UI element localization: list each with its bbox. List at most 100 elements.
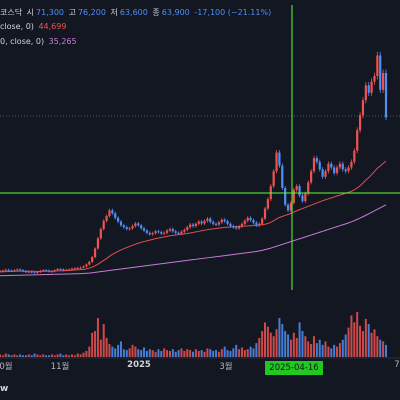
volume-bar xyxy=(327,346,330,357)
volume-bar xyxy=(134,346,137,357)
candle-body xyxy=(151,233,154,235)
candle-body xyxy=(229,223,232,227)
volume-bar xyxy=(370,332,373,357)
candle-body xyxy=(21,270,25,272)
volume-bar xyxy=(226,350,229,357)
high-value: 76,200 xyxy=(77,8,106,17)
candle-body xyxy=(33,272,36,274)
candle-body xyxy=(137,223,140,226)
candle-body xyxy=(252,220,255,223)
volume-bar xyxy=(359,325,362,357)
candle-body xyxy=(307,182,310,194)
volume-bar xyxy=(252,348,255,357)
candle-body xyxy=(102,220,105,230)
candle-body xyxy=(350,161,353,168)
volume-bar xyxy=(39,355,42,357)
candle-body xyxy=(335,167,339,174)
volume-bar xyxy=(229,350,232,357)
moving-average-lines xyxy=(0,160,387,277)
candle-body xyxy=(341,163,344,170)
volume-bar xyxy=(189,350,192,357)
candle-body xyxy=(370,81,373,93)
candle-body xyxy=(163,232,166,234)
candle-body xyxy=(261,218,264,224)
candle-body xyxy=(44,270,48,272)
volume-bar xyxy=(42,354,45,357)
candle-body xyxy=(1,270,4,272)
volume-bar xyxy=(148,349,151,357)
candle-body xyxy=(200,221,203,224)
volume-bar xyxy=(33,353,36,357)
volume-bar xyxy=(56,354,59,357)
volume-bar xyxy=(76,353,79,357)
volume-bar xyxy=(356,312,359,357)
candle-body xyxy=(373,76,376,82)
ma2-legend: 0, close, 0) 35,265 xyxy=(0,36,79,47)
volume-bar xyxy=(143,347,146,357)
candle-body xyxy=(140,225,143,229)
volume-bar xyxy=(373,329,376,357)
volume-bar xyxy=(249,346,252,357)
volume-bar xyxy=(361,331,364,357)
ma1-line xyxy=(0,160,387,273)
volume-bar xyxy=(53,355,56,357)
low-label: 저 xyxy=(110,8,118,17)
volume-bar xyxy=(301,331,304,357)
candle-body xyxy=(108,210,111,216)
candle-body xyxy=(160,232,163,234)
volume-bar xyxy=(240,347,243,357)
candle-body xyxy=(27,271,30,273)
ma1-legend: close, 0) 44,699 xyxy=(0,21,68,32)
symbol-legend: 코스닥 시 71,300 고 76,200 저 63,600 종 63,900 -17,… xyxy=(0,7,273,18)
candle-body xyxy=(134,223,137,227)
candle-body xyxy=(4,269,7,271)
volume-bar xyxy=(47,355,50,357)
candle-body xyxy=(122,225,125,228)
volume-bar xyxy=(379,339,382,357)
volume-bar xyxy=(131,344,134,357)
volume-bar xyxy=(4,353,7,357)
ma2-line xyxy=(0,204,387,277)
candle-body xyxy=(361,100,365,116)
volume-bar xyxy=(209,349,212,357)
candle-body xyxy=(171,229,174,232)
volume-bar xyxy=(10,355,13,357)
candle-body xyxy=(356,130,359,151)
volume-bar xyxy=(22,355,25,357)
candle-body xyxy=(174,231,177,233)
volume-bar xyxy=(1,355,4,357)
candle-body xyxy=(217,222,221,225)
candle-body xyxy=(197,221,200,224)
volume-bar xyxy=(217,351,220,357)
candle-body xyxy=(235,227,238,229)
candle-body xyxy=(194,223,197,227)
x-tick: 2025 xyxy=(127,360,151,370)
candle-body xyxy=(304,193,307,202)
candle-body xyxy=(36,272,39,273)
candle-body xyxy=(96,238,100,249)
candle-body xyxy=(358,115,362,131)
volume-bar xyxy=(36,354,39,357)
volume-bar xyxy=(321,344,324,357)
volume-bar xyxy=(177,350,180,357)
candle-body xyxy=(212,221,215,224)
candle-body xyxy=(39,270,42,272)
candle-body xyxy=(154,231,157,234)
volume-bar xyxy=(364,318,367,357)
candle-body xyxy=(353,150,356,162)
volume-bar xyxy=(171,349,174,357)
candle-body xyxy=(7,269,10,271)
candle-body xyxy=(183,229,186,232)
volume-bar xyxy=(27,354,30,357)
candle-body xyxy=(191,224,195,227)
candle-body xyxy=(82,266,85,268)
candle-body xyxy=(145,230,149,233)
candle-body xyxy=(333,167,336,174)
candle-body xyxy=(286,204,290,211)
volume-bar xyxy=(62,355,65,357)
candle-body xyxy=(330,163,333,168)
volume-bar xyxy=(122,349,125,357)
volume-bars xyxy=(0,312,387,357)
volume-bar xyxy=(183,350,186,357)
